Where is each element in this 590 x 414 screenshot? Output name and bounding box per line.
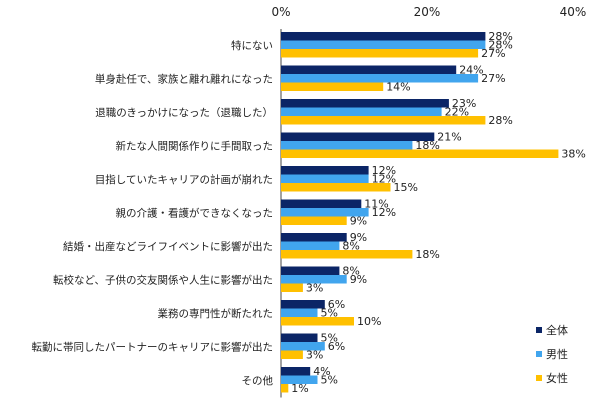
- bar: [281, 74, 479, 83]
- category-label: 単身赴任で、家族と離れ離れになった: [95, 73, 273, 86]
- data-label: 3%: [306, 282, 323, 295]
- data-label: 9%: [350, 215, 367, 228]
- bar: [281, 199, 362, 208]
- bar: [281, 342, 325, 351]
- bar: [281, 250, 413, 259]
- x-tick-label: 40%: [560, 5, 587, 19]
- data-label: 5%: [321, 307, 338, 320]
- data-label: 5%: [321, 374, 338, 387]
- category-label: 転勤に帯同したパートナーのキャリアに影響が出た: [32, 341, 274, 354]
- bar: [281, 141, 413, 150]
- category-label: 結婚・出産などライフイベントに影響が出た: [63, 240, 273, 253]
- category-label: 新たな人間関係作りに手間取った: [116, 140, 274, 153]
- bar: [281, 308, 318, 317]
- data-label: 14%: [386, 81, 410, 94]
- bar: [281, 149, 559, 158]
- data-label: 12%: [372, 206, 396, 219]
- data-label: 12%: [372, 173, 396, 186]
- bar: [281, 333, 318, 342]
- bar: [281, 132, 435, 141]
- data-label: 15%: [394, 181, 418, 194]
- data-label: 5%: [321, 332, 338, 345]
- bar: [281, 40, 486, 49]
- data-label: 22%: [445, 106, 469, 119]
- data-label: 11%: [364, 198, 388, 211]
- category-label: その他: [242, 374, 274, 387]
- data-label: 10%: [357, 315, 381, 328]
- category-label: 特にない: [231, 40, 273, 52]
- bar: [281, 65, 457, 74]
- data-label: 18%: [415, 248, 439, 261]
- category-label: 転校など、子供の交友関係や人生に影響が出た: [53, 274, 273, 287]
- category-label: 退職のきっかけになった（退職した）: [95, 107, 273, 119]
- data-label: 27%: [481, 47, 505, 60]
- bar: [281, 241, 340, 250]
- data-label: 8%: [342, 240, 359, 253]
- data-label: 9%: [350, 273, 367, 286]
- data-label: 4%: [313, 365, 330, 378]
- category-label: 業務の専門性が断たれた: [158, 307, 274, 320]
- bar: [281, 82, 384, 91]
- data-label: 18%: [415, 139, 439, 152]
- data-label: 9%: [350, 231, 367, 244]
- legend-label: 男性: [546, 347, 568, 361]
- bar: [281, 350, 303, 359]
- category-label: 目指していたキャリアの計画が崩れた: [95, 173, 273, 186]
- data-label: 28%: [488, 39, 512, 52]
- bar: [281, 99, 449, 108]
- bar: [281, 174, 369, 183]
- bar: [281, 375, 318, 384]
- bar: [281, 367, 311, 376]
- bar: [281, 300, 325, 309]
- category-label: 親の介護・看護ができなくなった: [116, 207, 274, 220]
- data-label: 12%: [372, 164, 396, 177]
- legend-label: 全体: [546, 323, 568, 337]
- data-label: 24%: [459, 64, 483, 77]
- bar: [281, 116, 486, 125]
- bar: [281, 49, 479, 58]
- bar: [281, 283, 303, 292]
- data-label: 38%: [561, 148, 585, 161]
- bar: [281, 32, 486, 41]
- data-label: 6%: [328, 340, 345, 353]
- data-label: 28%: [488, 30, 512, 43]
- data-label: 23%: [452, 97, 476, 110]
- data-label: 21%: [437, 131, 461, 144]
- bar: [281, 208, 369, 217]
- bar: [281, 183, 391, 192]
- bar: [281, 233, 347, 242]
- data-label: 27%: [481, 72, 505, 85]
- legend-swatch: [536, 351, 542, 357]
- data-label: 28%: [488, 114, 512, 127]
- legend-label: 女性: [546, 371, 568, 385]
- bar: [281, 166, 369, 175]
- bar: [281, 216, 347, 225]
- data-label: 1%: [291, 382, 308, 395]
- x-tick-label: 0%: [271, 5, 290, 19]
- legend-swatch: [536, 327, 542, 333]
- bar: [281, 317, 354, 326]
- bar: [281, 266, 340, 275]
- data-label: 8%: [342, 265, 359, 278]
- bar: [281, 107, 442, 116]
- data-label: 6%: [328, 298, 345, 311]
- data-label: 3%: [306, 349, 323, 362]
- legend-swatch: [536, 375, 542, 381]
- x-tick-label: 20%: [414, 5, 441, 19]
- bar: [281, 275, 347, 284]
- bar: [281, 384, 289, 393]
